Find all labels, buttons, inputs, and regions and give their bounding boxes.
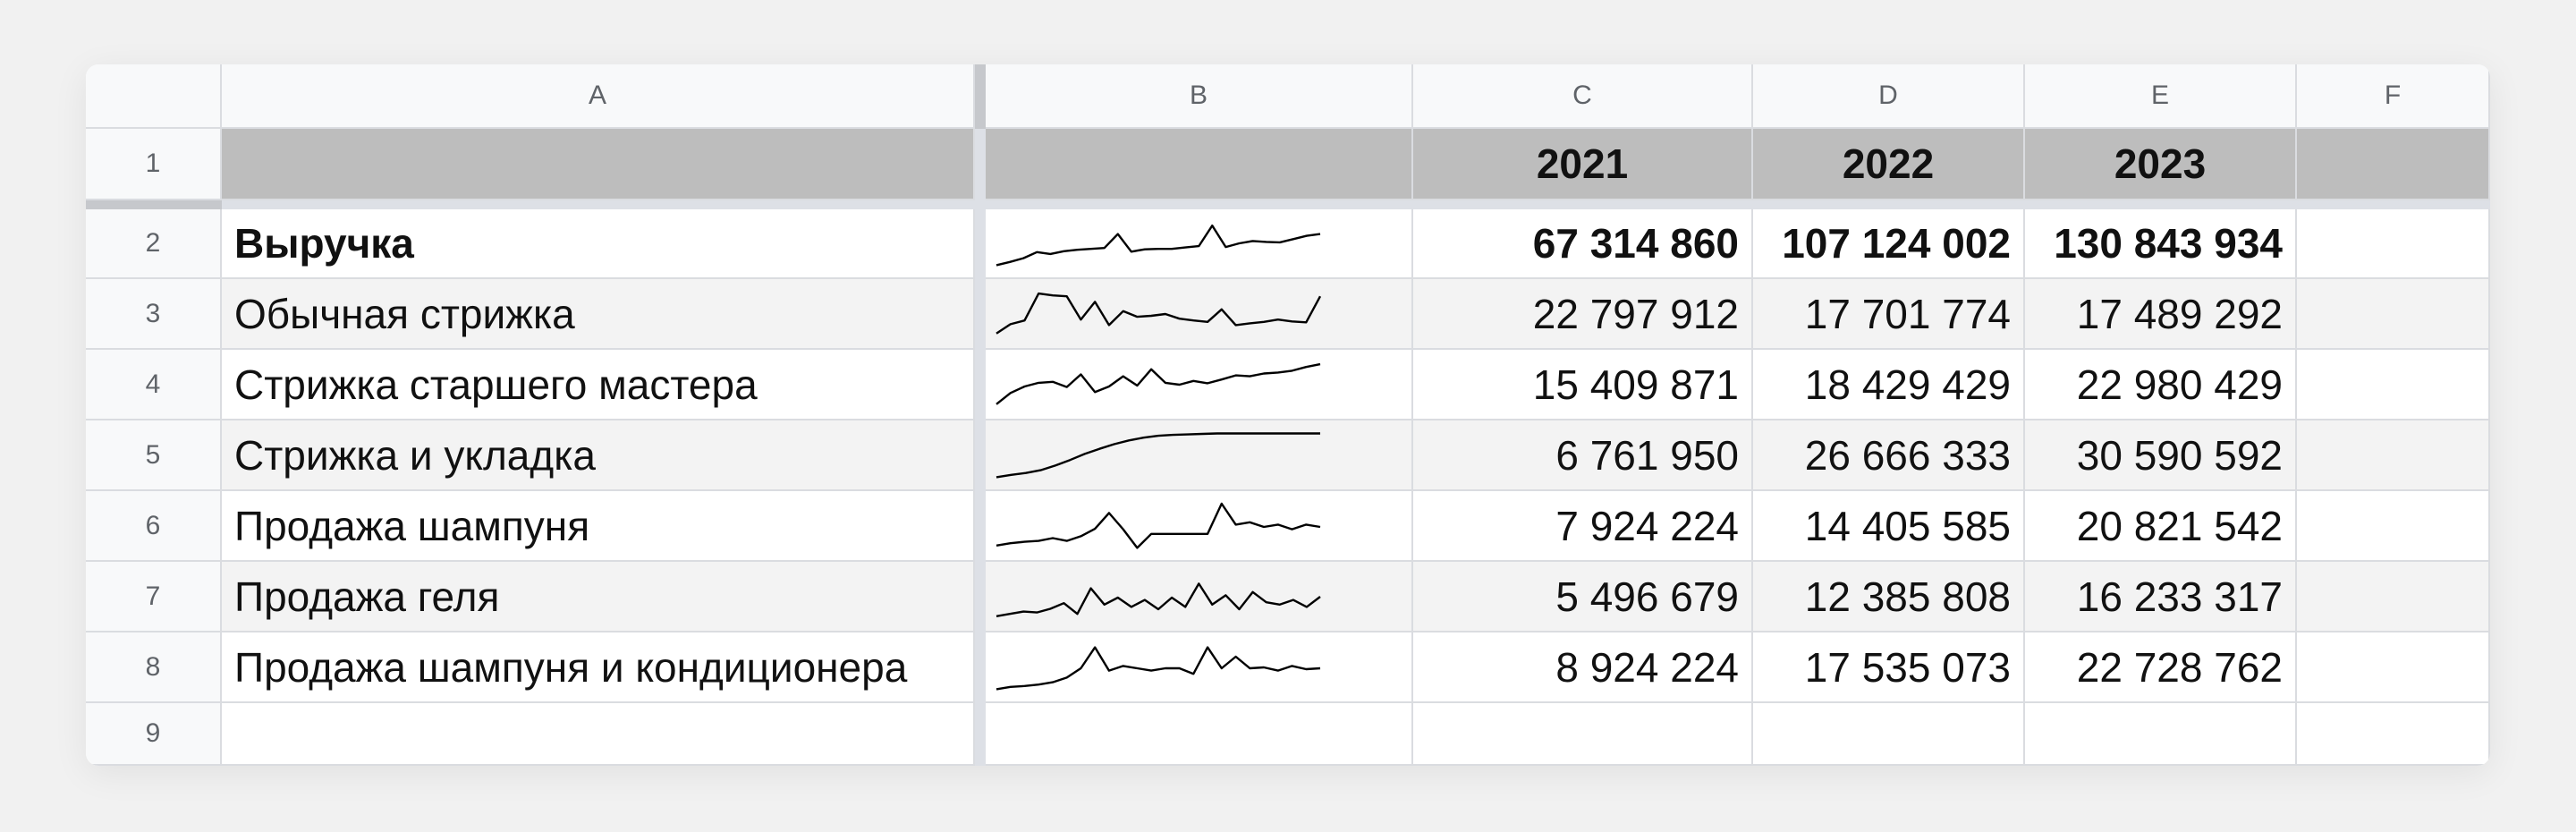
cell-a1[interactable] <box>222 129 975 200</box>
cell-c8[interactable]: 8 924 224 <box>1413 632 1753 703</box>
cell-e7[interactable]: 16 233 317 <box>2025 562 2297 632</box>
cell-c5[interactable]: 6 761 950 <box>1413 420 1753 491</box>
row-header-5[interactable]: 5 <box>86 420 222 491</box>
cell-e3[interactable]: 17 489 292 <box>2025 279 2297 350</box>
cell-b1[interactable] <box>986 129 1413 200</box>
cell-f3[interactable] <box>2297 279 2490 350</box>
cell-f2[interactable] <box>2297 209 2490 279</box>
cell-e1[interactable]: 2023 <box>2025 129 2297 200</box>
cell-d5[interactable]: 26 666 333 <box>1753 420 2025 491</box>
cell-b5[interactable] <box>986 420 1413 491</box>
sparkline-row-8 <box>996 646 1321 691</box>
frozen-column-handle[interactable] <box>975 64 986 129</box>
sparkline-path <box>996 646 1321 691</box>
cell-b9[interactable] <box>986 703 1413 766</box>
select-all-corner[interactable] <box>86 64 222 129</box>
sheet-grid: A B C D E F 1 2 3 4 5 6 7 8 9 2021 2022 … <box>86 64 2490 766</box>
cell-a5[interactable]: Стрижка и укладка <box>222 420 975 491</box>
cell-a4[interactable]: Стрижка старшего мастера <box>222 350 975 420</box>
cell-c4[interactable]: 15 409 871 <box>1413 350 1753 420</box>
cell-d6[interactable]: 14 405 585 <box>1753 491 2025 562</box>
cell-b2[interactable] <box>986 209 1413 279</box>
cell-d2[interactable]: 107 124 002 <box>1753 209 2025 279</box>
column-header-e[interactable]: E <box>2025 64 2297 129</box>
cell-b6[interactable] <box>986 491 1413 562</box>
sparkline-row-5 <box>996 432 1320 479</box>
cell-e9[interactable] <box>2025 703 2297 766</box>
column-header-b[interactable]: B <box>986 64 1413 129</box>
cell-e8[interactable]: 22 728 762 <box>2025 632 2297 703</box>
sparkline-row-6 <box>996 502 1321 549</box>
sparkline-row-3 <box>996 292 1322 335</box>
sparkline-row-2 <box>996 224 1321 267</box>
sparkline-row-7 <box>996 582 1321 617</box>
row-header-9[interactable]: 9 <box>86 703 222 766</box>
row-header-6[interactable]: 6 <box>86 491 222 562</box>
sparkline-path <box>996 292 1322 335</box>
cell-c7[interactable]: 5 496 679 <box>1413 562 1753 632</box>
cell-d7[interactable]: 12 385 808 <box>1753 562 2025 632</box>
cell-c6[interactable]: 7 924 224 <box>1413 491 1753 562</box>
sparkline-path <box>996 432 1320 479</box>
column-header-f[interactable]: F <box>2297 64 2490 129</box>
cell-f6[interactable] <box>2297 491 2490 562</box>
cell-a2[interactable]: Выручка <box>222 209 975 279</box>
cell-b4[interactable] <box>986 350 1413 420</box>
cell-a3[interactable]: Обычная стрижка <box>222 279 975 350</box>
frozen-row-handle[interactable] <box>86 200 222 209</box>
column-header-d[interactable]: D <box>1753 64 2025 129</box>
cell-a7[interactable]: Продажа геля <box>222 562 975 632</box>
cell-c3[interactable]: 22 797 912 <box>1413 279 1753 350</box>
cell-e4[interactable]: 22 980 429 <box>2025 350 2297 420</box>
cell-b7[interactable] <box>986 562 1413 632</box>
cell-a9[interactable] <box>222 703 975 766</box>
cell-d4[interactable]: 18 429 429 <box>1753 350 2025 420</box>
cell-d1[interactable]: 2022 <box>1753 129 2025 200</box>
sparkline-path <box>996 362 1321 405</box>
sparkline-path <box>996 502 1321 549</box>
cell-f1[interactable] <box>2297 129 2490 200</box>
column-header-a[interactable]: A <box>222 64 975 129</box>
cell-c1[interactable]: 2021 <box>1413 129 1753 200</box>
cell-b8[interactable] <box>986 632 1413 703</box>
cell-e5[interactable]: 30 590 592 <box>2025 420 2297 491</box>
sparkline-path <box>996 582 1321 617</box>
cell-f7[interactable] <box>2297 562 2490 632</box>
frozen-column-divider[interactable] <box>975 129 986 766</box>
frozen-row-divider[interactable] <box>86 200 2490 209</box>
cell-e2[interactable]: 130 843 934 <box>2025 209 2297 279</box>
cell-f5[interactable] <box>2297 420 2490 491</box>
row-header-4[interactable]: 4 <box>86 350 222 420</box>
cell-f8[interactable] <box>2297 632 2490 703</box>
row-header-2[interactable]: 2 <box>86 209 222 279</box>
row-header-8[interactable]: 8 <box>86 632 222 703</box>
spreadsheet-card: A B C D E F 1 2 3 4 5 6 7 8 9 2021 2022 … <box>86 64 2490 766</box>
cell-d3[interactable]: 17 701 774 <box>1753 279 2025 350</box>
cell-e6[interactable]: 20 821 542 <box>2025 491 2297 562</box>
cell-a8[interactable]: Продажа шампуня и кондиционера <box>222 632 975 703</box>
cell-f9[interactable] <box>2297 703 2490 766</box>
sparkline-row-4 <box>996 362 1321 405</box>
cell-c9[interactable] <box>1413 703 1753 766</box>
cell-d8[interactable]: 17 535 073 <box>1753 632 2025 703</box>
column-header-c[interactable]: C <box>1413 64 1753 129</box>
cell-a6[interactable]: Продажа шампуня <box>222 491 975 562</box>
cell-b3[interactable] <box>986 279 1413 350</box>
row-header-1[interactable]: 1 <box>86 129 222 200</box>
cell-d9[interactable] <box>1753 703 2025 766</box>
cell-c2[interactable]: 67 314 860 <box>1413 209 1753 279</box>
row-header-7[interactable]: 7 <box>86 562 222 632</box>
cell-f4[interactable] <box>2297 350 2490 420</box>
row-header-3[interactable]: 3 <box>86 279 222 350</box>
sparkline-path <box>996 224 1321 267</box>
